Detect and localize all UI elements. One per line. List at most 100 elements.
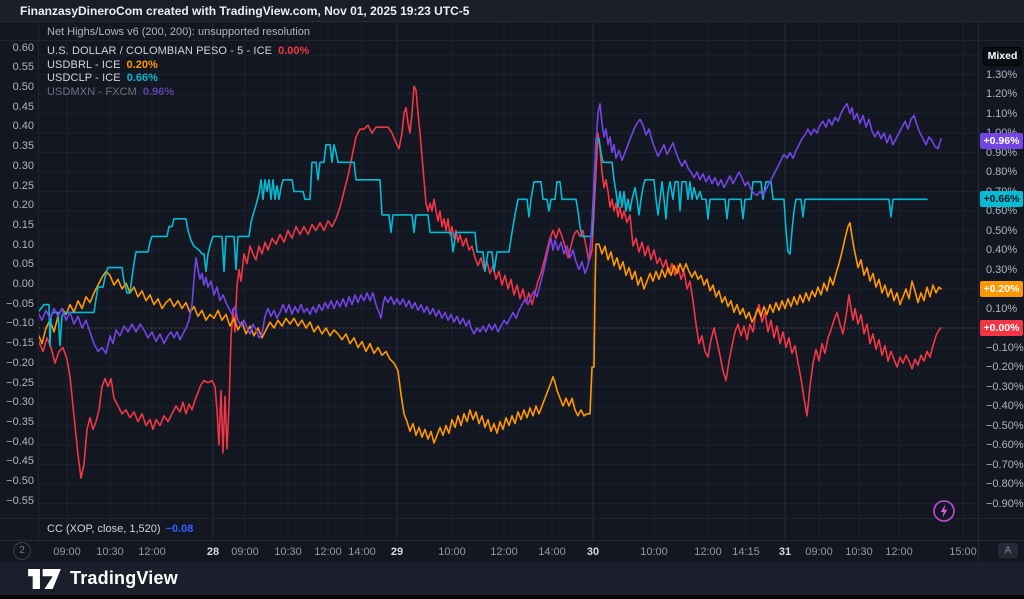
bar-count-badge[interactable]: 2 — [13, 542, 31, 560]
brand-name[interactable]: TradingView — [70, 568, 178, 588]
series-line-usdmxn — [39, 103, 942, 355]
right-scale-tick: −0.80% — [986, 478, 1024, 490]
last-price-badge: +0.20% — [980, 281, 1023, 297]
time-axis-label: 12:00 — [694, 546, 722, 558]
cc-indicator-label: CC (XOP, close, 1,520) −0.08 — [47, 523, 193, 535]
series-line-usdbrl — [39, 221, 942, 444]
left-scale-tick: 0.45 — [12, 100, 34, 113]
time-axis-label: 14:00 — [538, 546, 566, 558]
left-scale-tick: 0.50 — [12, 81, 34, 93]
right-scale-tick: 0.90% — [986, 146, 1018, 159]
legend-value: 0.96% — [142, 85, 175, 98]
right-scale-tick: −0.90% — [986, 497, 1024, 510]
right-scale-tick: −0.60% — [986, 439, 1024, 451]
legend-row-2[interactable]: USDBRL - ICE 0.20% — [47, 59, 309, 73]
time-axis-day-label: 28 — [206, 546, 220, 558]
series-line-usdclp — [39, 138, 928, 347]
last-price-badge: +0.96% — [980, 132, 1023, 149]
left-scale-tick: 0.40 — [12, 120, 34, 133]
time-axis-label: 09:00 — [805, 546, 833, 558]
legend-value: 0.00% — [278, 45, 310, 57]
left-scale-tick: −0.50 — [6, 475, 34, 487]
right-scale-tick: 0.10% — [986, 302, 1018, 315]
time-axis-label: 09:00 — [53, 546, 81, 558]
last-price-badge: +0.00% — [980, 320, 1023, 336]
left-scale-tick: 0.10 — [12, 238, 34, 251]
right-scale-tick: −0.50% — [986, 419, 1024, 432]
left-scale-tick: 0.30 — [12, 159, 34, 172]
time-axis-label: 14:15 — [732, 546, 760, 558]
tradingview-logo-icon[interactable] — [28, 568, 61, 589]
left-scale-tick: 0.05 — [12, 258, 34, 271]
auto-scale-button[interactable]: A — [998, 543, 1018, 558]
right-scale-tick: 0.80% — [986, 166, 1018, 178]
legend-value: 0.20% — [126, 58, 158, 71]
boost-lightning-icon[interactable] — [932, 499, 956, 523]
left-scale-tick: 0.60 — [12, 41, 34, 54]
right-scale-tick: −0.70% — [986, 458, 1024, 471]
left-scale-tick: −0.45 — [6, 455, 34, 468]
time-axis-day-label: 29 — [390, 546, 404, 558]
right-scale-tick: 0.40% — [986, 244, 1018, 256]
right-scale-tick: −0.10% — [986, 341, 1024, 354]
legend-row-3[interactable]: USDCLP - ICE 0.66% — [47, 72, 309, 86]
legend-symbol: USDBRL - ICE — [47, 58, 121, 71]
last-price-badge: +0.66% — [980, 191, 1023, 208]
left-scale-tick: 0.25 — [12, 179, 34, 192]
left-scale-tick: −0.05 — [6, 297, 34, 310]
attribution-text: FinanzasyDineroCom created with TradingV… — [20, 4, 470, 18]
series-line-usdcop — [39, 85, 942, 479]
time-axis-label: 10:30 — [274, 546, 302, 558]
left-scale-tick: 0.20 — [12, 199, 34, 212]
time-axis-label: 15:00 — [949, 546, 977, 558]
left-scale-tick: −0.30 — [6, 396, 34, 409]
time-axis-day-label: 30 — [586, 546, 600, 558]
time-axis-label: 10:30 — [96, 546, 124, 558]
left-scale-tick: 0.35 — [12, 140, 34, 153]
legend-value: 0.66% — [126, 72, 158, 84]
legend-symbol: USDMXN - FXCM — [47, 85, 137, 98]
footer-edge — [0, 595, 1024, 599]
cc-indicator-value: −0.08 — [165, 523, 194, 535]
right-scale-tick: 0.50% — [986, 224, 1018, 237]
left-scale-tick: 0.00 — [12, 278, 34, 290]
right-scale-tick: 0.60% — [986, 205, 1018, 217]
indicator-status-label: Net Highs/Lows v6 (200, 200): unsupporte… — [47, 26, 310, 38]
attribution-bar: FinanzasyDineroCom created with TradingV… — [0, 0, 1024, 22]
cc-indicator-title: CC (XOP, close, 1,520) — [47, 523, 161, 535]
time-axis[interactable]: 2 09:00 10:30 12:00 28 09:00 10:30 12:00 14:00 2… — [0, 541, 1024, 562]
legend-row-4[interactable]: USDMXN - FXCM 0.96% — [47, 86, 309, 100]
time-axis-label: 10:00 — [640, 546, 668, 558]
right-scale-tick: 1.10% — [986, 107, 1018, 120]
left-scale-tick: 0.55 — [12, 61, 34, 74]
left-scale-tick: −0.25 — [6, 376, 34, 389]
left-scale-tick: −0.15 — [6, 337, 34, 350]
time-axis-label: 10:30 — [845, 546, 873, 558]
time-axis-day-label: 31 — [778, 546, 792, 558]
time-axis-label: 10:00 — [438, 546, 466, 558]
right-scale-tick: −0.40% — [986, 400, 1024, 412]
time-axis-label: 14:00 — [348, 546, 376, 558]
right-scale-tick: 1.20% — [986, 88, 1018, 100]
time-axis-label: 12:00 — [314, 546, 342, 558]
legend-row-1[interactable]: U.S. DOLLAR / COLOMBIAN PESO - 5 - ICE 0.… — [47, 45, 309, 59]
legend: U.S. DOLLAR / COLOMBIAN PESO - 5 - ICE 0.… — [47, 45, 309, 99]
right-scale-tick: −0.30% — [986, 380, 1024, 393]
right-scale-tick: 0.30% — [986, 263, 1018, 276]
left-scale-tick: −0.55 — [6, 494, 34, 507]
left-scale-tick: 0.15 — [12, 218, 34, 231]
left-scale-tick: −0.10 — [6, 317, 34, 330]
left-scale-tick: −0.20 — [6, 356, 34, 369]
time-axis-label: 12:00 — [138, 546, 166, 558]
left-scale-tick: −0.35 — [6, 415, 34, 428]
left-scale-tick: −0.40 — [6, 435, 34, 448]
right-scale-tick: −0.20% — [986, 361, 1024, 373]
time-axis-label: 09:00 — [231, 546, 259, 558]
time-axis-label: 12:00 — [885, 546, 913, 558]
legend-symbol: U.S. DOLLAR / COLOMBIAN PESO - 5 - ICE — [47, 45, 273, 57]
scale-mode-badge[interactable]: Mixed — [983, 47, 1022, 66]
right-scale-tick: 1.30% — [986, 68, 1018, 81]
time-axis-label: 12:00 — [490, 546, 518, 558]
